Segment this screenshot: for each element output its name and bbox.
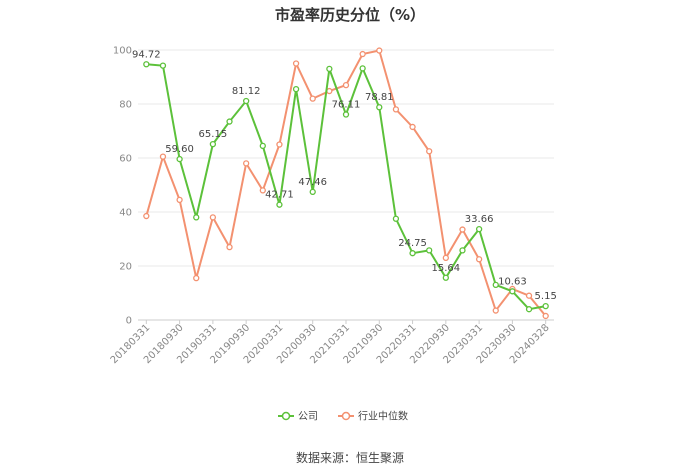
- data-label: 76.11: [332, 100, 361, 111]
- data-point-company: [176, 155, 183, 163]
- data-point-industry: [309, 95, 316, 102]
- data-point-company: [409, 250, 416, 257]
- data-label: 10.63: [498, 276, 527, 287]
- data-point-industry: [426, 148, 433, 155]
- data-point-company: [209, 140, 217, 148]
- data-label: 15.64: [432, 263, 461, 274]
- data-label: 42.71: [265, 190, 294, 201]
- data-point-company: [309, 188, 316, 196]
- data-point-industry: [525, 292, 533, 299]
- data-point-industry: [392, 106, 400, 113]
- data-point-company: [525, 306, 533, 313]
- data-point-company: [226, 118, 233, 125]
- data-point-company: [326, 65, 333, 73]
- data-point-industry: [376, 47, 383, 54]
- data-label: 65.15: [199, 129, 228, 140]
- y-tick-label: 40: [119, 208, 132, 219]
- data-source: 数据来源：恒生聚源: [295, 451, 404, 465]
- legend-company-label: 公司: [298, 412, 318, 423]
- data-label: 47.46: [298, 177, 327, 188]
- data-point-company: [276, 201, 283, 208]
- data-point-industry: [492, 307, 499, 314]
- data-label: 24.75: [398, 238, 427, 249]
- data-point-industry: [326, 87, 333, 95]
- data-point-company: [492, 281, 499, 289]
- y-tick-label: 0: [126, 316, 132, 327]
- data-point-industry: [342, 81, 350, 89]
- y-tick-label: 60: [119, 154, 132, 165]
- data-point-company: [442, 274, 449, 281]
- data-label: 81.12: [232, 86, 261, 97]
- data-point-industry: [159, 153, 167, 160]
- data-point-industry: [292, 60, 300, 67]
- y-tick-label: 80: [119, 100, 132, 111]
- data-point-industry: [143, 212, 150, 220]
- data-point-industry: [176, 196, 183, 204]
- data-point-company: [143, 61, 150, 68]
- data-point-industry: [459, 226, 466, 233]
- data-point-company: [475, 225, 483, 233]
- data-point-company: [359, 65, 366, 72]
- data-point-company: [459, 247, 466, 254]
- y-tick-label: 20: [119, 262, 132, 273]
- data-point-company: [426, 247, 433, 254]
- data-point-industry: [226, 243, 233, 251]
- data-point-industry: [193, 274, 200, 282]
- data-label: 5.15: [535, 291, 557, 302]
- legend-industry-marker: [341, 411, 351, 421]
- data-point-industry: [442, 254, 449, 262]
- y-tick-label: 100: [113, 46, 132, 57]
- data-point-industry: [259, 187, 266, 194]
- legend-industry-label: 行业中位数: [358, 410, 408, 423]
- data-point-company: [542, 302, 549, 310]
- chart-title: 市盈率历史分位（%）: [274, 6, 426, 24]
- data-label: 59.60: [165, 144, 194, 155]
- data-point-company: [376, 104, 383, 111]
- data-point-industry: [209, 214, 217, 221]
- data-point-company: [509, 288, 516, 295]
- data-point-industry: [542, 312, 549, 320]
- data-point-industry: [276, 141, 283, 148]
- data-point-company: [159, 62, 167, 69]
- data-label: 33.66: [465, 214, 494, 225]
- legend-company-marker: [281, 411, 291, 421]
- data-point-industry: [475, 256, 483, 263]
- data-point-company: [243, 97, 250, 105]
- data-point-company: [259, 142, 266, 150]
- data-point-industry: [243, 160, 250, 167]
- data-point-industry: [409, 123, 416, 131]
- data-point-company: [193, 214, 200, 221]
- data-label: 94.72: [132, 49, 161, 60]
- data-point-company: [292, 86, 300, 93]
- series-line-industry: [145, 49, 547, 317]
- data-point-industry: [359, 50, 366, 58]
- data-point-company: [392, 215, 400, 222]
- data-label: 78.81: [365, 92, 394, 103]
- data-point-company: [342, 111, 350, 118]
